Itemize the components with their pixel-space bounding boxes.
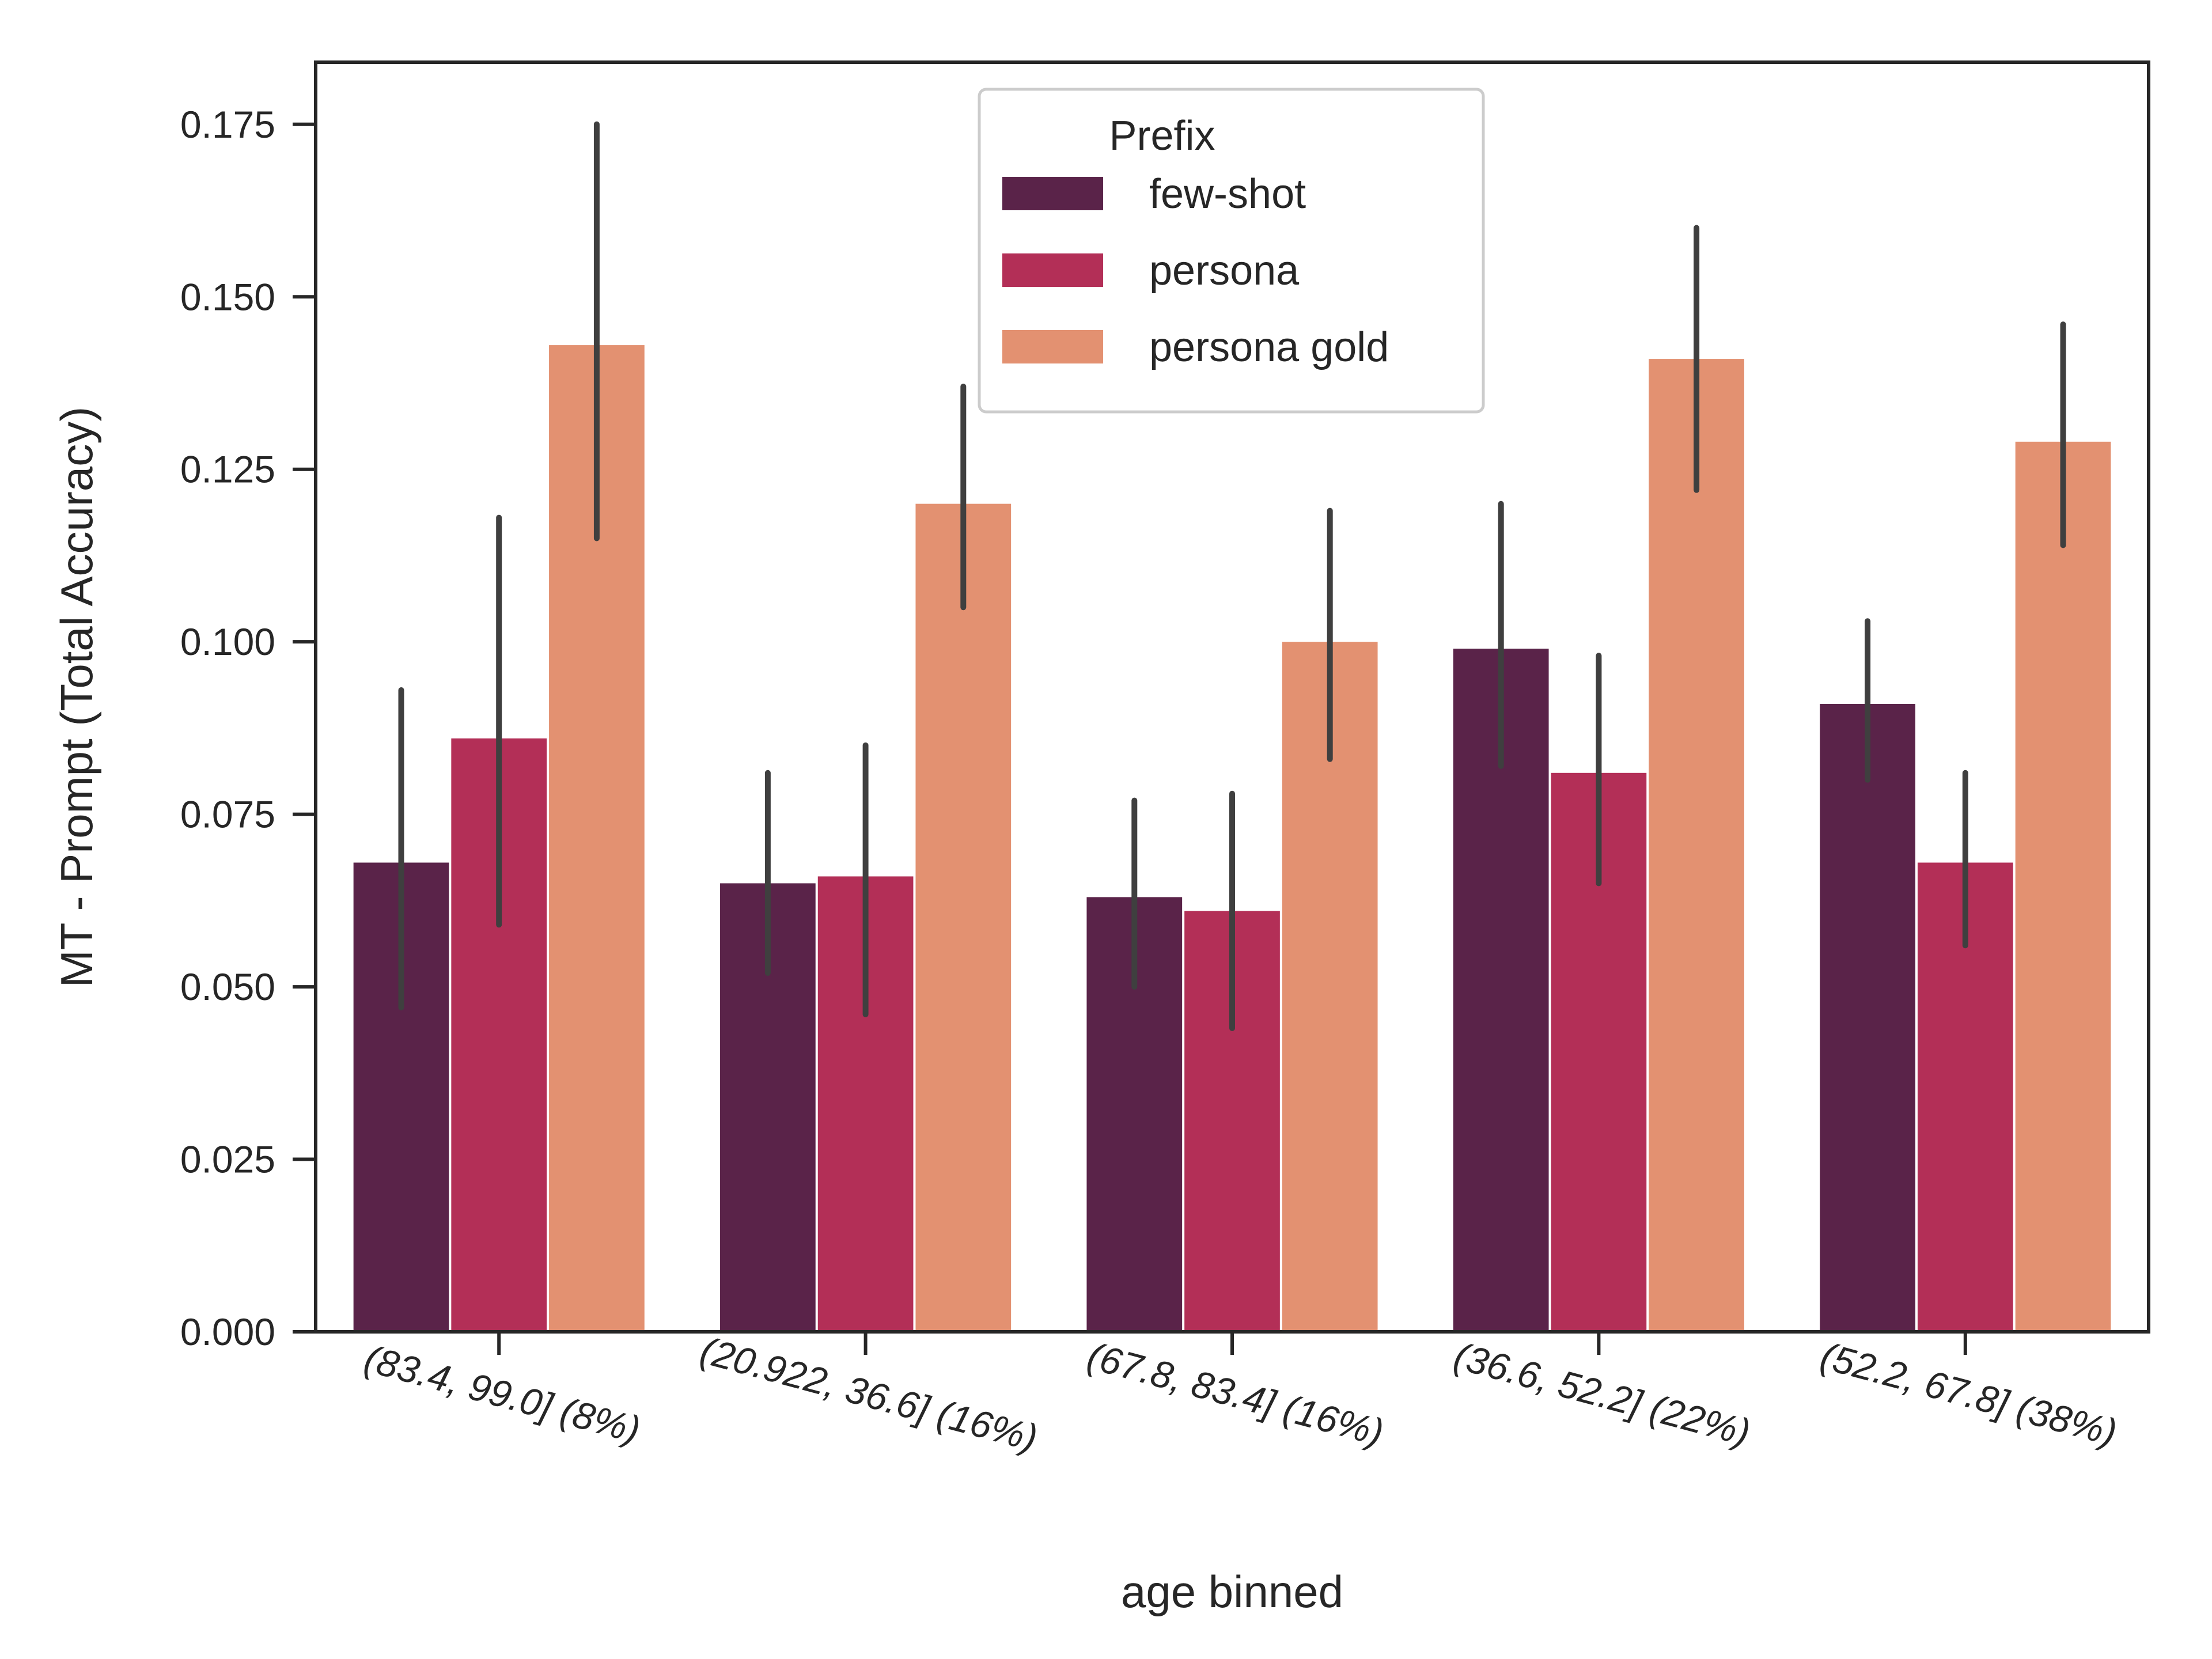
bar xyxy=(2015,441,2111,1332)
errorbars-layer xyxy=(398,121,2066,1031)
legend-swatch xyxy=(1002,253,1103,287)
legend-box xyxy=(978,88,1485,414)
bar xyxy=(915,503,1012,1332)
y-tick-label: 0.100 xyxy=(180,620,275,663)
legend-title: Prefix xyxy=(1109,113,1215,159)
y-axis-label: MT - Prompt (Total Accuracy) xyxy=(51,407,102,987)
bar xyxy=(1649,359,1744,1332)
legend-swatch xyxy=(1002,330,1103,363)
y-tick-label: 0.000 xyxy=(180,1310,275,1353)
x-axis-label: age binned xyxy=(1121,1566,1343,1617)
legend: Prefix few-shot persona persona gold xyxy=(978,88,1485,414)
legend-items: few-shot persona persona gold xyxy=(1002,171,1389,370)
y-tick-label: 0.175 xyxy=(180,103,275,146)
plot-frame xyxy=(314,60,2150,1334)
bar xyxy=(1820,703,1915,1332)
y-tick-label: 0.025 xyxy=(180,1138,275,1181)
y-tick-label: 0.050 xyxy=(180,965,275,1008)
y-tick-label: 0.125 xyxy=(180,448,275,491)
legend-item-label: few-shot xyxy=(1149,171,1306,217)
y-tick-label: 0.150 xyxy=(180,275,275,318)
legend-item-label: persona gold xyxy=(1149,324,1389,370)
legend-swatch xyxy=(1002,177,1103,210)
y-axis: 0.000 0.025 0.050 0.075 0.100 0.125 0.150 0.175 xyxy=(180,103,316,1353)
legend-item-label: persona xyxy=(1149,248,1300,294)
y-tick-label: 0.075 xyxy=(180,793,275,836)
